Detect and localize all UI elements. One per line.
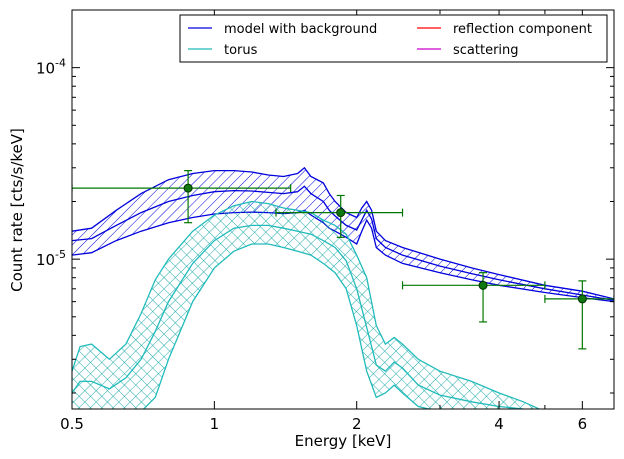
x-tick-label-4: 6 <box>578 415 588 433</box>
data-points <box>72 169 614 350</box>
model-with-background-upper-line <box>72 166 614 300</box>
x-axis-label: Energy [keV] <box>295 432 392 450</box>
data-point-3 <box>577 294 587 304</box>
x-tick-label-0: 0.5 <box>60 415 84 433</box>
x-tick-label-2: 2 <box>352 415 362 433</box>
y-axis-label: Count rate [cts/s/keV] <box>8 128 26 292</box>
x-tick-label-3: 4 <box>494 415 504 433</box>
torus-lower-line <box>142 243 432 409</box>
axis-ticks <box>71 9 615 409</box>
legend: model with background torus reflection com… <box>179 14 608 63</box>
legend-label-1: torus <box>224 43 258 58</box>
data-point-2 <box>478 280 488 290</box>
model-with-background-mid-line <box>72 185 614 301</box>
data-point-1 <box>336 208 346 218</box>
tick-labels: 0.5 1 2 4 6 10-5 10-4 <box>36 57 587 433</box>
legend-label-2: reflection component <box>453 22 592 37</box>
y-tick-label-0: 10-5 <box>36 248 66 269</box>
data-point-0 <box>183 183 193 193</box>
model-bands <box>72 166 614 409</box>
torus-band-fill <box>72 201 540 409</box>
legend-label-3: scattering <box>453 43 519 58</box>
x-tick-label-1: 1 <box>210 415 220 433</box>
torus-mid-line <box>72 224 529 409</box>
y-tick-label-1: 10-4 <box>36 57 66 78</box>
legend-box <box>179 14 608 63</box>
plot-frame <box>71 9 615 410</box>
legend-label-0: model with background <box>224 22 377 37</box>
